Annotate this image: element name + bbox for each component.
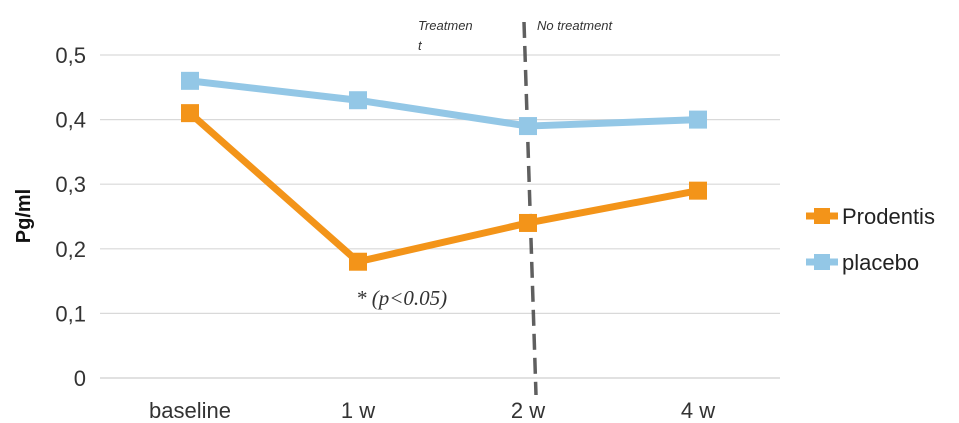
series-1-point-0 <box>181 71 199 90</box>
series-1-point-1 <box>349 91 367 110</box>
legend: Prodentis placebo <box>806 204 935 275</box>
no-treatment-label: No treatment <box>537 18 614 33</box>
y-tick-label-4: 0,4 <box>55 108 86 133</box>
x-tick-label-1: 1 w <box>341 398 375 423</box>
legend-label-0: Prodentis <box>842 204 935 229</box>
x-tick-label-2: 2 w <box>511 398 545 423</box>
y-tick-label-5: 0,5 <box>55 43 86 68</box>
series-1-point-2 <box>519 117 537 136</box>
y-tick-label-2: 0,2 <box>55 237 86 262</box>
series-0-point-1 <box>349 252 367 271</box>
treatment-label-line2: t <box>418 38 423 53</box>
y-tick-label-3: 0,3 <box>55 172 86 197</box>
series-0-point-3 <box>689 181 707 200</box>
legend-label-1: placebo <box>842 250 919 275</box>
treatment-label-line1: Treatmen <box>418 18 473 33</box>
series-layer <box>181 71 707 271</box>
x-tick-label-3: 4 w <box>681 398 715 423</box>
series-line-1 <box>186 77 702 130</box>
y-tick-label-1: 0,1 <box>55 301 86 326</box>
series-0-point-2 <box>519 213 537 232</box>
series-0-point-0 <box>181 104 199 123</box>
significance-annotation: * (p<0.05) <box>356 286 447 310</box>
gridlines <box>100 54 780 379</box>
x-tick-label-0: baseline <box>149 398 231 423</box>
x-axis-ticks: baseline 1 w 2 w 4 w <box>149 398 715 423</box>
y-tick-label-0: 0 <box>74 366 86 391</box>
series-line-0 <box>186 109 702 266</box>
legend-marker-1 <box>814 254 830 270</box>
legend-marker-0 <box>814 208 830 224</box>
y-axis-ticks: 0 0,1 0,2 0,3 0,4 0,5 <box>55 43 86 391</box>
y-axis-label: Pg/ml <box>13 189 35 243</box>
series-1-point-3 <box>689 110 707 129</box>
treatment-phase-divider <box>522 21 538 396</box>
